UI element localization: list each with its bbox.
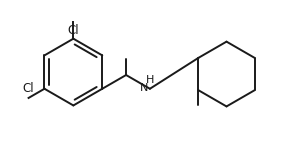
Text: Cl: Cl [68, 24, 79, 37]
Text: H: H [146, 75, 154, 85]
Text: N: N [140, 83, 148, 93]
Text: Cl: Cl [23, 82, 34, 95]
